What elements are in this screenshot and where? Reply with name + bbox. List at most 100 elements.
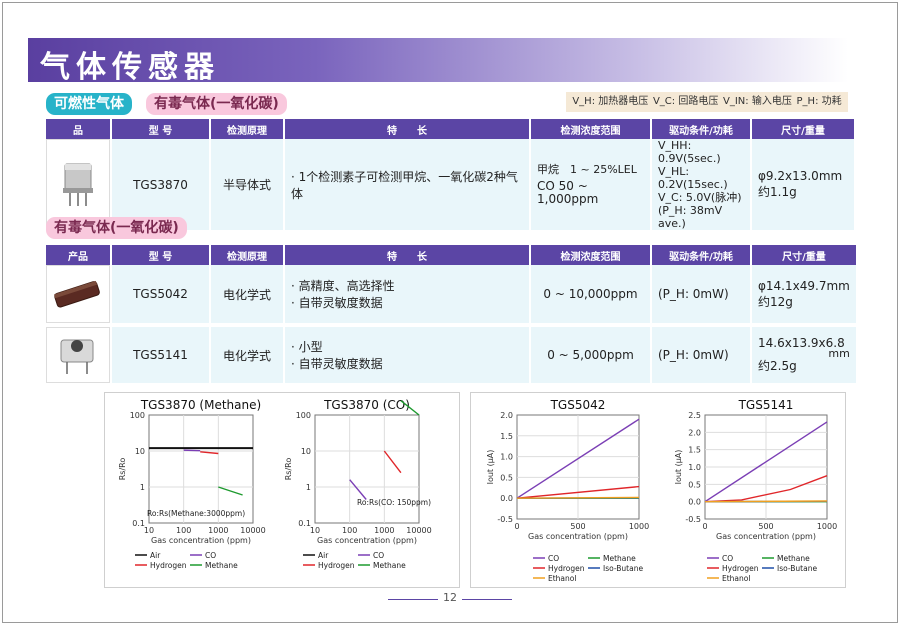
series-line-ethanol [704,500,828,503]
x-tick-label: 0 [702,522,707,531]
col-product: 品 [46,119,110,139]
chart-panel-electrochemical: TGS5042 0 500 1000 2.0 1.5 1.0 0.5 0.0 -0.5 Gas co… [470,392,846,588]
col-drive: 驱动条件/功耗 [652,245,750,265]
col-range: 检测浓度范围 [531,245,650,265]
range-line: CO 50 ~ 1,000ppm [537,179,599,206]
product-image-cell [46,327,110,383]
chart-title: TGS3870 (CO) [323,398,410,412]
plot-area [148,414,254,524]
size-line: φ9.2x13.0mm [758,169,843,183]
legend-label: CO [548,554,559,563]
y-tick-label: 0.1 [298,519,311,528]
x-tick-label: 1000 [374,526,394,535]
y-tick-label: 0.0 [500,494,513,503]
size-cell: φ9.2x13.0mm 约1.1g [752,139,854,230]
series-line-ethanol [516,496,640,499]
tgs3870-image [53,160,103,210]
legend-label: CO [722,554,733,563]
y-tick-label: 1.0 [500,453,513,462]
y-tick-label: -0.5 [685,515,701,524]
table-header-row: 品 型 号 检测原理 特 长 检测浓度范围 驱动条件/功耗 尺寸/重量 [46,119,854,139]
chart-title: TGS5042 [550,398,606,412]
series-line-hydrogen [516,485,640,499]
product-image-cell [46,265,110,323]
x-axis-label: Gas concentration (ppm) [317,536,417,545]
x-tick-label: 1000 [629,522,649,531]
legend-ph: P_H: 功耗 [796,96,842,107]
legend-label: Methane [373,561,406,570]
legend-label: Hydrogen [150,561,187,570]
features-cell: · 小型 · 自带灵敏度数据 [285,327,529,383]
principle-cell: 半导体式 [211,139,283,230]
size-line: mm [828,347,850,360]
y-tick-label: 0.5 [688,480,701,489]
x-axis-label: Gas concentration (ppm) [716,532,816,541]
y-tick-label: 0.5 [500,473,513,482]
col-principle: 检测原理 [211,245,283,265]
y-tick-label: 100 [130,411,145,420]
product-image-cell [46,139,110,230]
chart-annotation: Ro:Rs(CO: 150ppm) [357,498,431,507]
chart-tgs5042: TGS5042 0 500 1000 2.0 1.5 1.0 0.5 0.0 -0.5 Gas co… [486,398,649,583]
legend-vin: V_IN: 输入电压 [723,96,792,107]
y-tick-label: 0.1 [132,519,145,528]
chart-tgs5141: TGS5141 0 500 1000 2.5 2.0 1.5 1.0 0.5 0.0 -0.5 Gas… [674,398,837,583]
legend-label: Air [150,551,161,560]
col-model: 型 号 [112,245,209,265]
y-tick-label: 1 [140,483,145,492]
legend-label: Air [318,551,329,560]
y-axis-label: Rs/Ro [284,458,293,481]
series-line-hydrogen [704,475,828,503]
y-tick-label: 100 [296,411,311,420]
series-line-co [516,418,640,499]
y-tick-label: 1.5 [688,446,701,455]
legend-label: Hydrogen [548,564,585,573]
features-cell: · 1个检测素子可检测甲烷、一氧化碳2种气体 [285,139,529,230]
x-tick-label: 500 [758,522,773,531]
series-line-co [704,421,828,503]
x-tick-label: 10000 [240,526,265,535]
tag-combustible: 可燃性气体 [46,93,132,115]
y-tick-label: 1.5 [500,432,513,441]
range-cell: 0 ~ 10,000ppm [531,265,650,323]
legend-label: Methane [603,554,636,563]
x-tick-label: 10 [144,526,154,535]
tag-toxic-co-2: 有毒气体(一氧化碳) [46,217,187,239]
spec-table-combustible: 品 型 号 检测原理 特 长 检测浓度范围 驱动条件/功耗 尺寸/重量 TGS3… [44,119,856,230]
x-tick-label: 100 [342,526,357,535]
x-tick-label: 10000 [406,526,431,535]
y-tick-label: 1.0 [688,463,701,472]
feature-line: · 自带灵敏度数据 [291,296,383,310]
col-range: 检测浓度范围 [531,119,650,139]
range-line: 甲烷 1 ~ 25%LEL [537,163,637,176]
chart-title: TGS5141 [738,398,794,412]
col-product: 产品 [46,245,110,265]
y-tick-label: 2.0 [688,428,701,437]
table-row: TGS5141 电化学式 · 小型 · 自带灵敏度数据 0 ~ 5,000ppm… [46,327,856,383]
x-tick-label: 500 [570,522,585,531]
y-tick-label: -0.5 [497,515,513,524]
chart-panel-tgs3870: TGS3870 (Methane) 10 100 1000 10000 100 10 1 0.1… [104,392,460,588]
page-title: 气体传感器 [40,50,220,85]
y-axis-label: Iout (μA) [674,450,683,485]
drive-line: V_HH: 0.9V(5sec.) [658,139,721,165]
legend-label: Methane [777,554,810,563]
drive-cell: (P_H: 0mW) [652,327,750,383]
feature-line: · 小型 [291,340,323,354]
tgs5141-image [53,330,103,380]
chart-tgs3870-methane: TGS3870 (Methane) 10 100 1000 10000 100 10 1 0.1… [118,398,266,570]
legend-label: CO [373,551,384,560]
col-model: 型 号 [112,119,209,139]
series-line-methane [400,400,420,416]
col-principle: 检测原理 [211,119,283,139]
col-size: 尺寸/重量 [752,245,856,265]
tag-toxic-co: 有毒气体(一氧化碳) [146,93,287,115]
series-line-co [349,479,367,500]
model-cell: TGS3870 [112,139,209,230]
principle-cell: 电化学式 [211,265,283,323]
x-axis-label: Gas concentration (ppm) [151,536,251,545]
legend-label: Hydrogen [318,561,355,570]
drive-line: V_HL: 0.2V(15sec.) [658,165,728,191]
y-tick-label: 10 [301,447,311,456]
drive-line: V_C: 5.0V(脉冲) [658,191,742,204]
